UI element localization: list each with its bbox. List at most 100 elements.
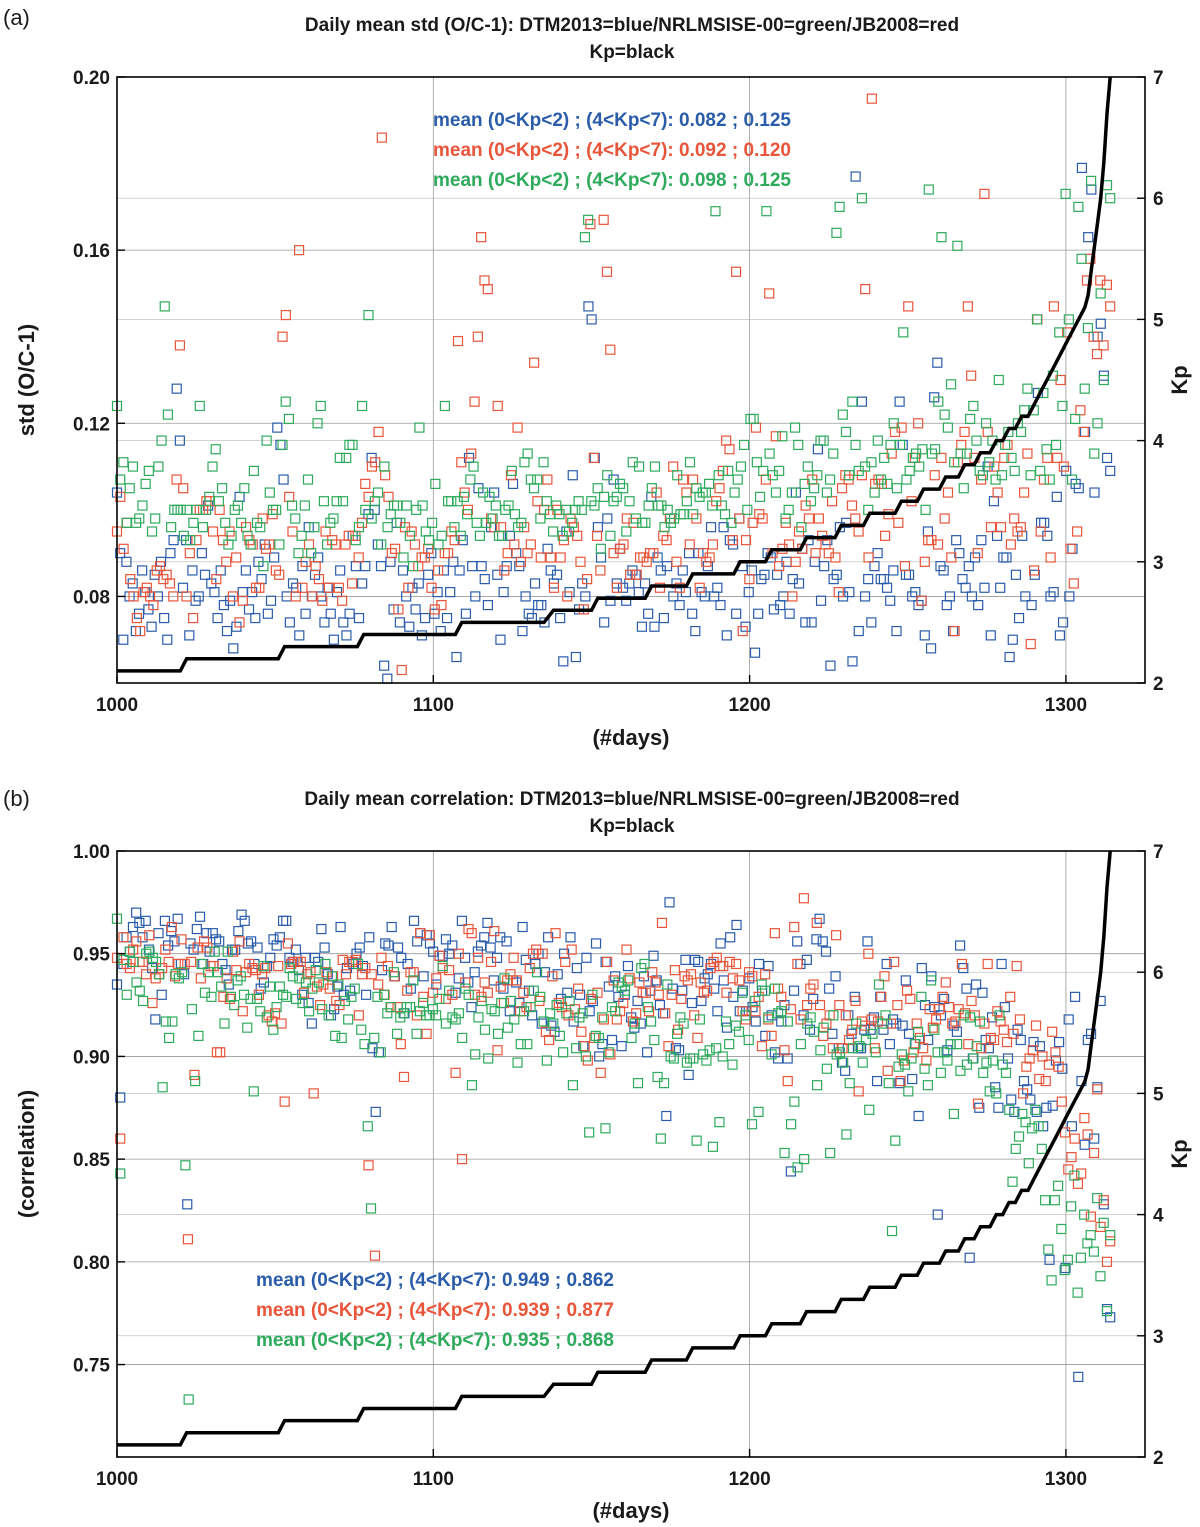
data-point-blue [319, 617, 330, 628]
data-point-red [121, 517, 133, 528]
data-point-blue [237, 586, 248, 598]
data-point-red [618, 997, 629, 1009]
data-point-red [473, 952, 484, 963]
data-point-red [684, 539, 695, 550]
data-point-red [280, 309, 291, 321]
data-point-green [795, 1038, 806, 1050]
chart-subtitle-b: Kp=black [589, 816, 674, 837]
data-point-green [561, 1008, 572, 1019]
data-point-red [790, 556, 801, 567]
data-point-green [886, 1225, 898, 1237]
data-point-blue [925, 643, 937, 654]
series-kp-b [117, 850, 1112, 1447]
data-point-red [776, 991, 787, 1002]
data-point-red [846, 500, 858, 511]
data-point-red [237, 1006, 248, 1017]
data-point-green [220, 517, 231, 528]
data-point-blue [693, 956, 704, 968]
data-point-green [343, 1014, 354, 1025]
data-point-green [186, 1004, 197, 1015]
data-point-red [1066, 1151, 1077, 1163]
data-point-red [785, 1004, 797, 1015]
data-point-green [742, 504, 753, 515]
data-point-blue [677, 565, 688, 576]
data-point-red [803, 513, 815, 524]
data-point-green [318, 496, 330, 507]
data-point-blue [413, 578, 424, 589]
data-point-blue [353, 612, 365, 624]
y-tick-label: 1.00 [73, 842, 110, 863]
data-point-red [337, 954, 348, 965]
data-point-green [1046, 1275, 1057, 1286]
data-point-blue [963, 561, 974, 572]
data-point-blue [800, 617, 811, 628]
data-point-green [300, 977, 311, 988]
data-point-red [866, 93, 877, 104]
data-point-green [782, 1016, 793, 1027]
data-point-red [1027, 1045, 1038, 1056]
data-point-red [949, 625, 960, 637]
data-point-red [1058, 461, 1069, 472]
data-point-green [895, 439, 906, 451]
data-point-blue [602, 513, 613, 524]
data-point-green [904, 465, 915, 476]
data-point-red [808, 979, 819, 990]
data-point-green [899, 1059, 911, 1070]
data-point-red [163, 956, 174, 968]
data-point-green [463, 989, 474, 1000]
data-point-blue [771, 569, 783, 580]
data-point-green [212, 967, 224, 978]
data-point-blue [265, 952, 276, 963]
data-point-green [376, 539, 387, 550]
data-point-red [899, 561, 911, 572]
data-point-green [759, 985, 771, 996]
data-point-green [571, 1043, 582, 1054]
data-point-blue [942, 1045, 953, 1056]
data-point-blue [156, 989, 167, 1000]
data-point-green [505, 995, 517, 1007]
data-point-green [197, 522, 209, 533]
data-point-green [1082, 322, 1094, 334]
x-tick-label: 1100 [413, 695, 454, 716]
data-point-blue [1039, 517, 1050, 528]
data-point-blue [654, 999, 666, 1011]
data-point-red [595, 1067, 606, 1078]
panel-a: (a) Daily mean std (O/C-1): DTM2013=blue… [3, 5, 1192, 750]
data-point-red [485, 956, 497, 968]
data-point-green [1089, 448, 1100, 459]
data-point-red [876, 991, 887, 1002]
data-point-red [770, 431, 781, 442]
data-point-green [446, 496, 457, 507]
data-point-green [462, 509, 473, 520]
data-point-green [619, 985, 631, 996]
data-point-blue [262, 608, 273, 619]
data-point-red [1078, 426, 1089, 438]
data-point-green [751, 457, 762, 468]
data-point-blue [1086, 184, 1097, 195]
data-point-red [611, 582, 623, 593]
data-point-green [704, 1045, 715, 1056]
data-point-red [382, 960, 393, 972]
data-point-green [411, 1028, 422, 1039]
data-point-red [866, 1014, 877, 1025]
data-point-green [1062, 1254, 1073, 1265]
data-point-red [363, 1160, 374, 1171]
data-point-green [758, 465, 769, 476]
data-point-green [261, 1012, 272, 1023]
data-point-blue [988, 496, 1000, 507]
data-point-green [487, 513, 498, 524]
data-point-green [1073, 201, 1084, 212]
data-point-blue [862, 936, 873, 947]
data-point-green [519, 457, 530, 468]
data-point-blue [1026, 599, 1037, 611]
data-point-blue [558, 656, 569, 667]
data-point-red [171, 474, 182, 485]
data-point-blue [382, 673, 393, 684]
data-point-red [118, 543, 129, 554]
data-point-blue [664, 897, 675, 908]
data-point-green [408, 975, 419, 986]
data-point-green [297, 997, 308, 1009]
data-point-green [431, 1010, 442, 1021]
data-point-green [251, 993, 263, 1005]
data-point-green [417, 500, 428, 511]
